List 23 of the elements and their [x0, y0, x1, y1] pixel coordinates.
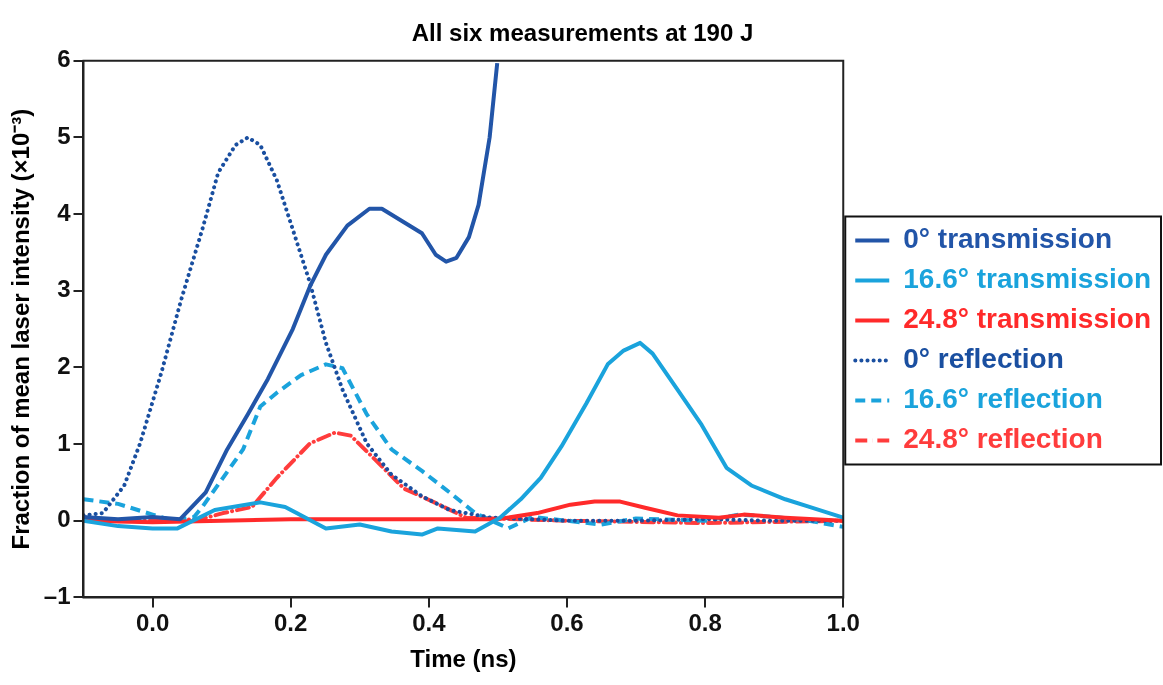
legend-label: 16.6° reflection	[903, 383, 1103, 415]
chart-title: All six measurements at 190 J	[411, 19, 754, 47]
legend-label: 24.8° transmission	[903, 303, 1151, 335]
y-tick-label: –1	[43, 582, 71, 610]
y-tick-label: 3	[57, 275, 71, 303]
legend-label: 24.8° reflection	[903, 423, 1103, 455]
x-axis-title: Time (ns)	[410, 645, 517, 673]
legend-label: 0° transmission	[903, 223, 1113, 255]
x-tick-label: 0.8	[688, 609, 722, 637]
y-tick-label: 5	[57, 122, 71, 150]
x-tick-label: 0.2	[274, 609, 308, 637]
legend-label: 16.6° transmission	[903, 263, 1151, 295]
x-tick-label: 0.6	[550, 609, 584, 637]
x-tick-label: 1.0	[826, 609, 860, 637]
y-axis-title: Fraction of mean laser intensity (×10⁻³)	[7, 108, 35, 550]
x-tick-label: 0.4	[412, 609, 447, 637]
legend-label: 0° reflection	[903, 343, 1064, 375]
y-tick-label: 0	[57, 505, 71, 533]
x-tick-label: 0.0	[135, 609, 170, 637]
y-tick-label: 6	[57, 45, 71, 73]
y-tick-label: 1	[57, 428, 71, 456]
y-tick-label: 2	[57, 352, 71, 380]
y-tick-label: 4	[57, 198, 72, 226]
